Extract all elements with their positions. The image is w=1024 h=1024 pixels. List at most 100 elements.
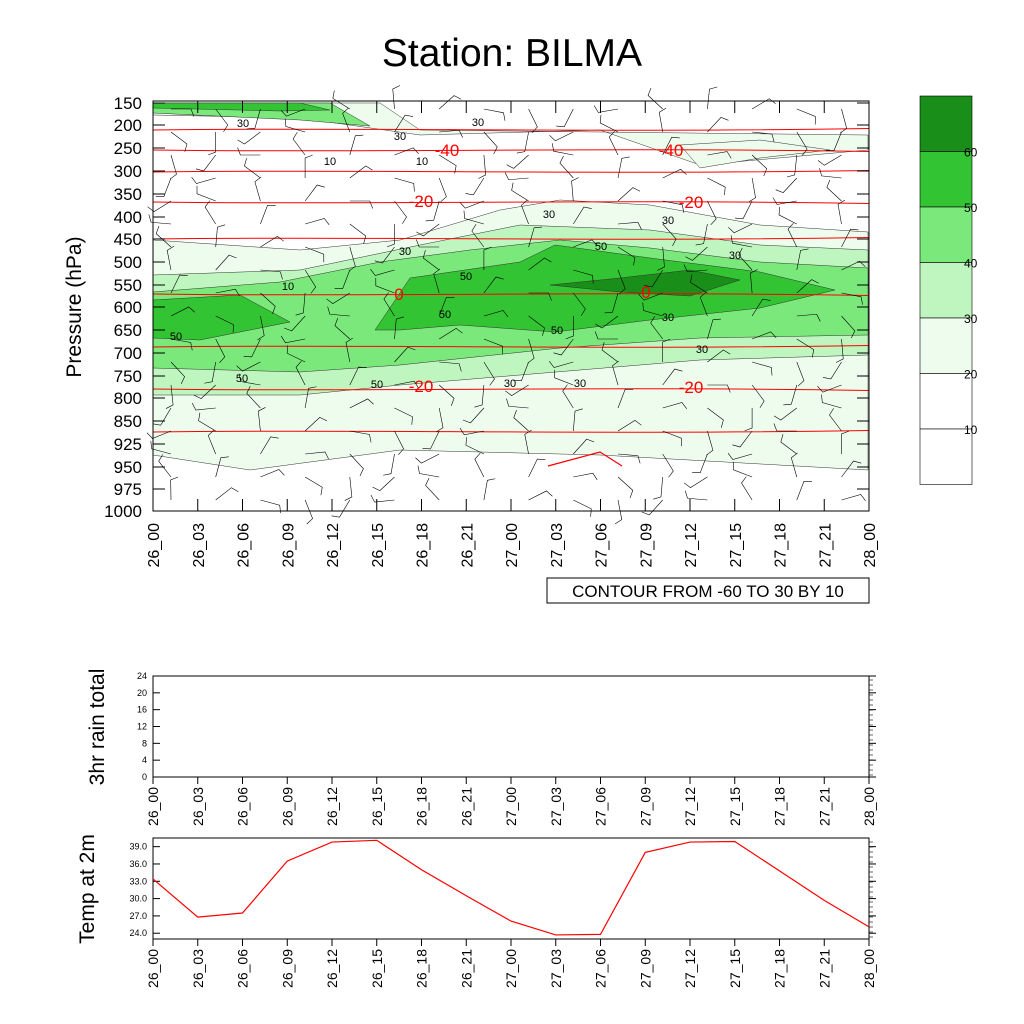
humidity-label: 30 (696, 344, 708, 356)
wind-barb (260, 469, 285, 478)
colorbar-label: 40 (964, 257, 978, 271)
x-tick-label: 26_09 (279, 949, 295, 988)
wind-barb (573, 408, 583, 432)
x-tick-label: 28_00 (861, 949, 877, 988)
wind-barb (642, 302, 663, 317)
wind-barb (748, 177, 756, 203)
wind-barb (744, 408, 753, 432)
pressure-tick-label: 350 (114, 185, 142, 204)
wind-barb (260, 204, 276, 225)
wind-barb (170, 338, 193, 351)
wind-barb (305, 451, 329, 460)
wind-barb (280, 108, 306, 117)
humidity-label: 10 (282, 281, 294, 293)
x-tick-label: 27_00 (503, 787, 519, 826)
x-tick-label: 26_18 (414, 949, 430, 988)
colorbar-segment (919, 317, 973, 374)
wind-barb (841, 292, 863, 305)
colorbar-segment (919, 428, 973, 485)
wind-barb (474, 453, 485, 478)
temperature-label: -20 (679, 193, 704, 212)
wind-barb (707, 200, 717, 226)
wind-barb (822, 361, 842, 380)
time-tick-label: 27_06 (594, 523, 611, 568)
humidity-label: 50 (170, 331, 182, 343)
temperature-label: -20 (679, 378, 704, 397)
pressure-tick-label: 150 (114, 94, 142, 113)
wind-barb (840, 108, 848, 134)
wind-barb (706, 430, 714, 456)
isotherm-line-8 (152, 430, 870, 433)
wind-barb (662, 200, 685, 213)
time-tick-label: 27_09 (638, 523, 655, 568)
humidity-label: 30 (394, 131, 406, 143)
humidity-label: 50 (236, 373, 248, 385)
y-tick-label: 24.0 (129, 928, 147, 938)
wind-barb (331, 499, 351, 518)
wind-barb (170, 306, 195, 317)
wind-barb (148, 214, 172, 225)
wind-barb (474, 384, 485, 408)
wind-barb (559, 155, 574, 179)
wind-barb (521, 199, 529, 225)
temperature-label: -40 (435, 141, 460, 160)
humidity-label: 30 (574, 378, 586, 390)
wind-barb (662, 430, 682, 447)
humidity-label: 50 (439, 309, 451, 321)
wind-barb (730, 235, 753, 248)
wind-barb (334, 269, 351, 290)
colorbar-segment (919, 151, 973, 208)
isotherm-line-6 (152, 345, 870, 348)
wind-barb (707, 86, 718, 110)
wind-barb (527, 338, 535, 364)
wind-barb (349, 165, 373, 179)
wind-barb (483, 108, 506, 121)
wind-barb (383, 292, 395, 317)
wind-barb (752, 361, 773, 376)
wind-barb (556, 108, 574, 128)
humidity-label: 10 (324, 156, 336, 168)
colorbar-label: 50 (964, 201, 978, 215)
wind-barb (683, 476, 708, 488)
wind-barb (787, 222, 798, 248)
isotherm-line-0 (152, 128, 870, 131)
wind-barb (573, 472, 598, 481)
colorbar-segment (919, 262, 973, 319)
pressure-tick-label: 450 (114, 230, 142, 249)
wind-barb (349, 430, 372, 443)
y-tick-label: 24 (137, 671, 147, 681)
time-tick-label: 27_12 (683, 523, 700, 568)
wind-barb (465, 437, 485, 455)
wind-barb (662, 168, 687, 179)
y-tick-label: 4 (142, 755, 147, 765)
wind-barb (417, 465, 440, 478)
pressure-tick-label: 750 (114, 367, 142, 386)
isotherm-line-7 (152, 388, 870, 391)
humidity-label: 50 (371, 379, 383, 391)
x-tick-label: 27_12 (682, 787, 698, 826)
wind-barb (483, 361, 495, 386)
wind-barb (617, 221, 642, 230)
wind-barb (751, 298, 771, 317)
wind-barb (707, 177, 726, 196)
wind-barb (796, 313, 821, 322)
wind-barb (257, 315, 265, 341)
wind-barb (841, 430, 850, 454)
wind-barb (478, 154, 486, 179)
contour-labels: 30 30 30 10 10 10 30 30 50 50 50 50 50 50 30 30 30 30 30 30… (170, 117, 741, 397)
time-tick-label: 27_00 (504, 523, 521, 568)
wind-barb (204, 200, 216, 225)
x-tick-label: 28_00 (861, 787, 877, 826)
wind-barb (483, 131, 498, 155)
wind-barb (750, 269, 758, 294)
wind-barb (707, 318, 721, 340)
wind-barb (837, 199, 846, 225)
wind-barb (436, 407, 444, 433)
wind-barb (345, 337, 353, 363)
colorbar-label: 30 (964, 312, 978, 326)
x-tick-label: 27_21 (816, 787, 832, 826)
time-tick-label: 27_03 (549, 523, 566, 568)
wind-barb (439, 129, 463, 138)
wind-barb (829, 408, 842, 432)
